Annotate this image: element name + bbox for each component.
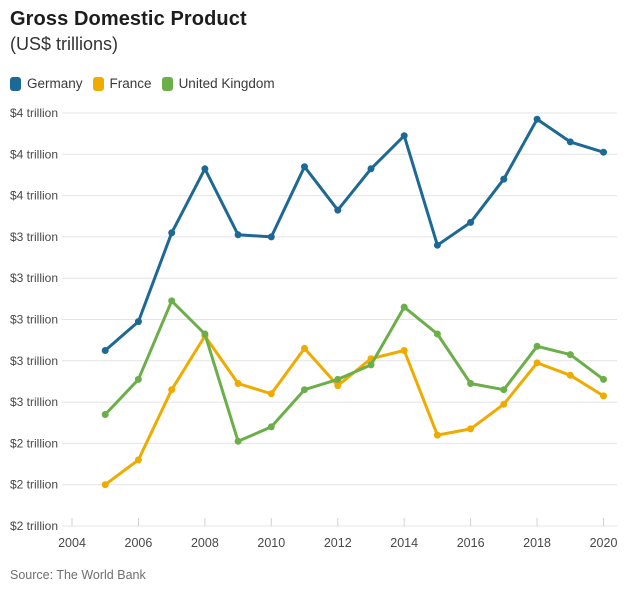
legend-label-france: France	[109, 76, 152, 91]
data-point-france-2015	[433, 431, 441, 439]
legend-label-united-kingdom: United Kingdom	[178, 76, 275, 91]
y-tick-label: $3 trillion	[10, 395, 58, 409]
data-point-united-kingdom-2012	[334, 375, 342, 383]
source-note: Source: The World Bank	[10, 568, 146, 582]
y-tick-label: $4 trillion	[10, 189, 58, 203]
data-point-united-kingdom-2010	[267, 423, 275, 431]
legend-item-germany: Germany	[10, 76, 83, 91]
data-point-france-2006	[134, 456, 142, 464]
data-point-united-kingdom-2016	[467, 380, 475, 387]
data-point-france-2012	[334, 382, 342, 390]
data-point-germany-2014	[400, 132, 408, 140]
y-tick-label: $2 trillion	[10, 519, 58, 533]
legend-item-united-kingdom: United Kingdom	[161, 76, 275, 91]
y-tick-label: $2 trillion	[10, 478, 58, 492]
y-tick-label: $3 trillion	[10, 354, 58, 368]
data-point-france-2014	[400, 347, 408, 354]
data-point-germany-2017	[500, 175, 508, 183]
y-tick-label: $2 trillion	[10, 436, 58, 450]
x-tick-label: 2006	[125, 536, 153, 550]
data-point-france-2016	[467, 425, 475, 433]
x-tick-label: 2010	[257, 536, 285, 550]
data-point-germany-2015	[433, 241, 441, 249]
data-point-france-2007	[168, 386, 176, 394]
data-point-germany-2007	[168, 229, 176, 237]
chart-title: Gross Domestic Product	[10, 8, 247, 30]
x-tick-label: 2008	[191, 536, 219, 550]
series-line-united-kingdom	[103, 299, 605, 443]
y-tick-label: $4 trillion	[10, 106, 58, 120]
data-point-united-kingdom-2015	[433, 330, 441, 338]
data-point-germany-2020	[600, 148, 607, 156]
data-point-france-2009	[234, 380, 242, 387]
data-point-united-kingdom-2018	[533, 342, 541, 350]
data-point-united-kingdom-2020	[600, 375, 607, 383]
legend-swatch-united-kingdom	[161, 76, 173, 91]
data-point-germany-2019	[566, 138, 574, 146]
data-point-germany-2009	[234, 231, 242, 239]
data-point-france-2018	[533, 359, 541, 367]
x-tick-label: 2012	[324, 536, 352, 550]
data-point-germany-2012	[334, 206, 342, 214]
data-point-france-2017	[500, 400, 508, 408]
data-point-france-2010	[267, 390, 275, 398]
x-tick-label: 2014	[390, 536, 418, 550]
data-point-germany-2005	[101, 347, 109, 354]
chart-subtitle: (US$ trillions)	[10, 34, 119, 54]
x-tick-label: 2018	[523, 536, 551, 550]
data-point-germany-2008	[201, 165, 209, 173]
data-point-united-kingdom-2011	[301, 386, 308, 394]
data-point-united-kingdom-2005	[101, 411, 109, 418]
x-tick-label: 2016	[457, 536, 485, 550]
data-point-germany-2010	[267, 233, 275, 241]
legend-item-france: France	[92, 76, 152, 91]
data-point-france-2011	[301, 344, 308, 352]
data-point-france-2019	[566, 371, 574, 379]
x-tick-label: 2004	[58, 536, 86, 550]
y-tick-label: $3 trillion	[10, 271, 58, 285]
data-point-germany-2018	[533, 115, 541, 123]
series-line-germany	[103, 117, 605, 352]
data-point-germany-2013	[367, 165, 375, 173]
data-point-united-kingdom-2017	[500, 386, 508, 394]
y-tick-label: $4 trillion	[10, 147, 58, 161]
data-point-united-kingdom-2008	[201, 330, 209, 338]
legend-label-germany: Germany	[27, 76, 83, 91]
data-point-united-kingdom-2009	[234, 437, 242, 445]
data-point-united-kingdom-2013	[367, 361, 375, 369]
legend: Germany France United Kingdom	[10, 76, 275, 91]
data-point-germany-2011	[301, 163, 308, 171]
x-tick-label: 2020	[590, 536, 618, 550]
data-point-germany-2006	[134, 318, 142, 326]
data-point-france-2005	[101, 481, 109, 489]
data-point-germany-2016	[467, 218, 475, 226]
y-tick-label: $3 trillion	[10, 230, 58, 244]
data-point-united-kingdom-2014	[400, 303, 408, 311]
data-point-united-kingdom-2019	[566, 351, 574, 359]
data-point-united-kingdom-2006	[134, 375, 142, 383]
data-point-france-2020	[600, 392, 607, 400]
data-point-united-kingdom-2007	[168, 297, 176, 305]
legend-swatch-germany	[10, 76, 21, 91]
y-tick-label: $3 trillion	[10, 313, 58, 327]
legend-swatch-france	[92, 76, 104, 91]
